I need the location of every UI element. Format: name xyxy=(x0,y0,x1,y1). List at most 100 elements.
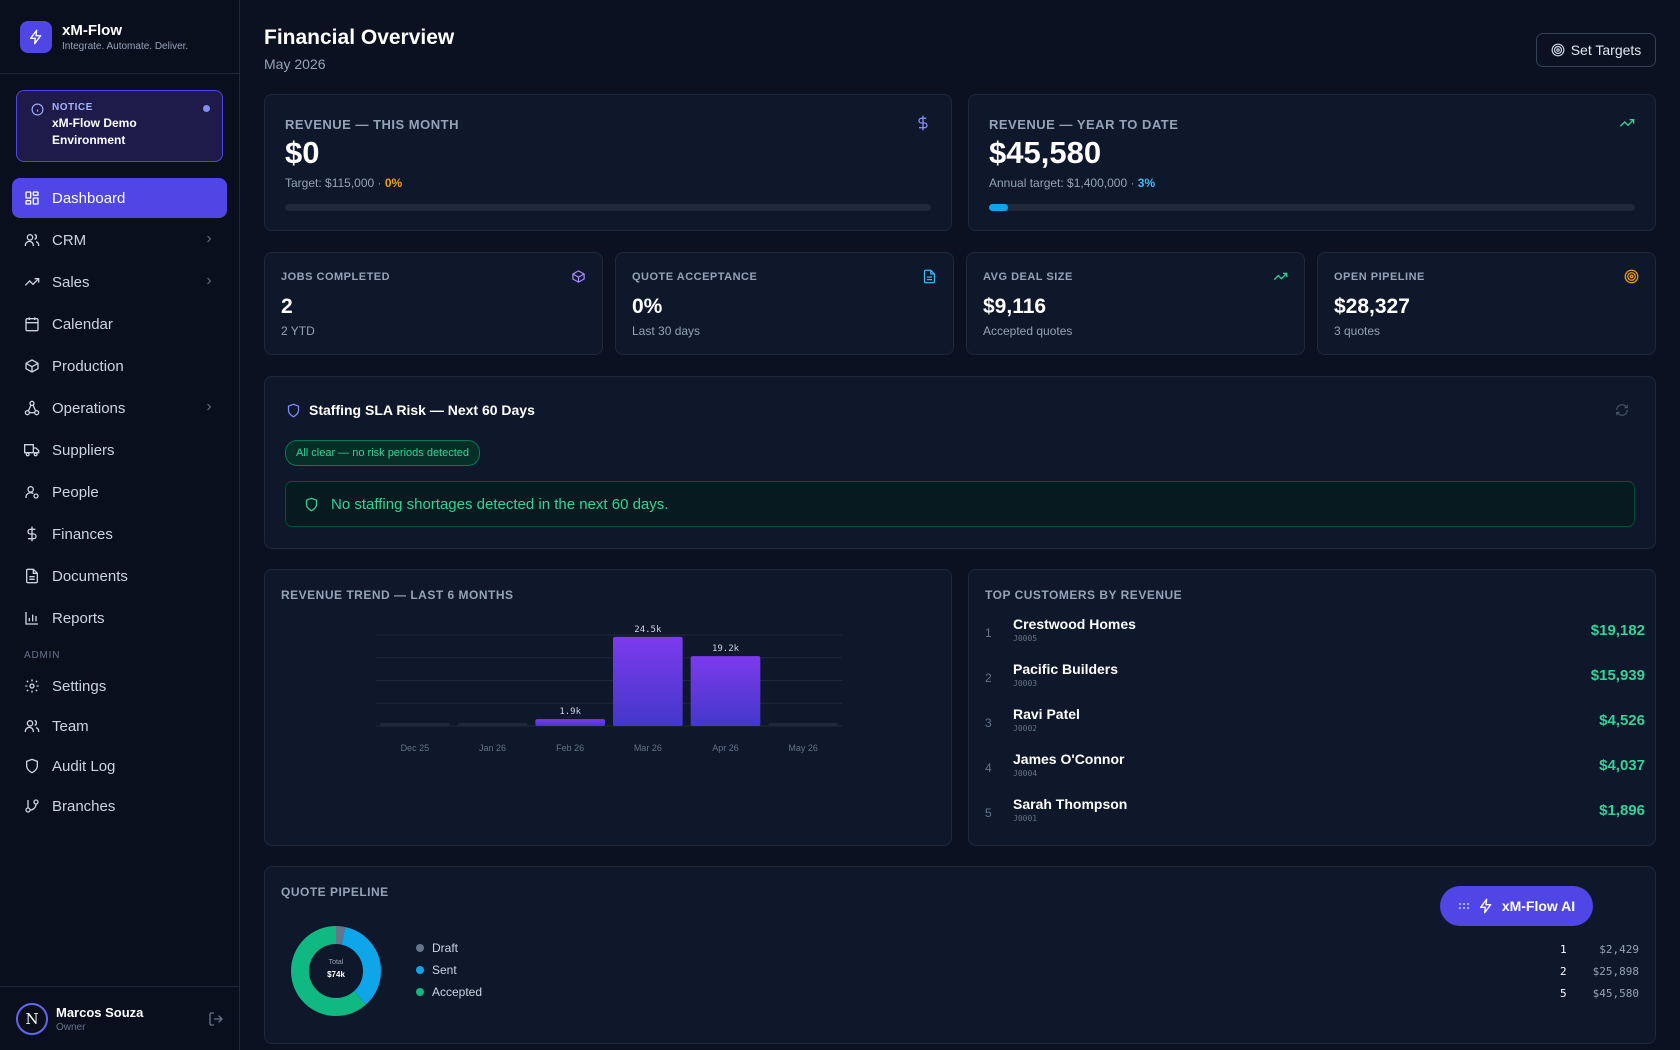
progress-fill xyxy=(989,204,1009,211)
card-title: TOP CUSTOMERS BY REVENUE xyxy=(985,588,1183,602)
customer-name: Pacific Builders xyxy=(1013,661,1119,677)
donut-total-value: $74k xyxy=(327,970,345,979)
nav-item-suppliers[interactable]: Suppliers xyxy=(12,430,227,470)
sla-message-text: No staffing shortages detected in the ne… xyxy=(331,495,669,513)
trending-up-icon xyxy=(24,274,40,290)
list-item[interactable]: 3 Ravi Patel J0002 $4,526 xyxy=(985,706,1645,748)
users-icon xyxy=(24,718,40,734)
kpi-value: $28,327 xyxy=(1334,295,1410,318)
x-tick-label: Jan 26 xyxy=(479,743,506,753)
customer-revenue: $1,896 xyxy=(1599,802,1645,819)
kpi-sub: 2 YTD xyxy=(281,324,315,338)
donut-slice[interactable] xyxy=(291,926,381,1016)
legend-dot xyxy=(416,988,424,996)
pipeline-value: $45,580 xyxy=(1592,987,1639,1000)
ai-assistant-button[interactable]: xM-Flow AI xyxy=(1440,886,1593,926)
trending-up-icon xyxy=(1619,115,1635,131)
nav-item-audit-log[interactable]: Audit Log xyxy=(12,747,227,785)
chart-bar[interactable] xyxy=(613,636,683,726)
nav-item-sales[interactable]: Sales xyxy=(12,262,227,302)
person-icon xyxy=(24,484,40,500)
revenue-ytd-progress xyxy=(989,204,1635,211)
customer-rank: 3 xyxy=(985,716,992,730)
customer-revenue: $19,182 xyxy=(1590,622,1645,639)
list-item[interactable]: 5 Sarah Thompson J0001 $1,896 xyxy=(985,796,1645,838)
dashboard-icon xyxy=(24,190,40,206)
chart-bar[interactable] xyxy=(457,723,528,726)
customer-rank: 5 xyxy=(985,806,992,820)
customer-revenue: $4,526 xyxy=(1599,712,1645,729)
nav-item-finances[interactable]: Finances xyxy=(12,514,227,554)
kpi-avg-deal-size: AVG DEAL SIZE $9,116 Accepted quotes xyxy=(966,252,1305,355)
chart-bar[interactable] xyxy=(690,656,761,726)
legend-item: Accepted xyxy=(416,985,482,999)
kpi-open-pipeline: OPEN PIPELINE $28,327 3 quotes xyxy=(1317,252,1656,355)
kpi-value: 0% xyxy=(632,295,663,318)
box-icon xyxy=(571,269,586,284)
nav-item-crm[interactable]: CRM xyxy=(12,220,227,260)
customer-name: James O'Connor xyxy=(1013,751,1125,767)
list-item[interactable]: 2 Pacific Builders J0003 $15,939 xyxy=(985,661,1645,703)
x-tick-label: Feb 26 xyxy=(556,743,584,753)
page-subtitle: May 2026 xyxy=(264,56,326,72)
nav-item-production[interactable]: Production xyxy=(12,346,227,386)
customer-rank: 1 xyxy=(985,626,992,640)
card-label: REVENUE — THIS MONTH xyxy=(285,117,459,132)
target-percent: 3% xyxy=(1137,176,1156,190)
pipeline-count: 5 xyxy=(1560,987,1567,1000)
legend-label: Accepted xyxy=(432,985,483,999)
user-profile[interactable]: N Marcos Souza Owner xyxy=(0,986,240,1050)
brand[interactable]: xM-Flow Integrate. Automate. Deliver. xyxy=(0,0,239,74)
chart-bar[interactable] xyxy=(535,719,605,726)
revenue-month-progress xyxy=(285,204,931,211)
nav-label: Branches xyxy=(52,797,116,815)
lightning-logo-icon xyxy=(20,20,52,53)
sidebar: xM-Flow Integrate. Automate. Deliver. N O… xyxy=(0,0,240,1050)
dollar-icon xyxy=(24,526,40,542)
x-tick-label: Mar 26 xyxy=(634,743,662,753)
bar-value-label: 24.5k xyxy=(634,625,662,635)
notice-dot xyxy=(203,105,210,112)
nav-item-documents[interactable]: Documents xyxy=(12,556,227,596)
kpi-value: 2 xyxy=(281,295,293,318)
page-title: Financial Overview xyxy=(264,26,455,49)
chevron-right-icon xyxy=(203,233,215,245)
donut-slice[interactable] xyxy=(291,926,381,1016)
chart-bar[interactable] xyxy=(380,723,450,726)
logout-icon[interactable] xyxy=(208,1011,224,1027)
nav-item-branches[interactable]: Branches xyxy=(12,787,227,825)
nav-item-people[interactable]: People xyxy=(12,472,227,512)
nav-label: Finances xyxy=(52,525,113,543)
shield-icon xyxy=(286,403,301,418)
nav-item-reports[interactable]: Reports xyxy=(12,598,227,638)
legend-dot xyxy=(416,966,424,974)
shield-check-icon xyxy=(304,497,319,512)
list-item[interactable]: 4 James O'Connor J0004 $4,037 xyxy=(985,751,1645,793)
nav-item-calendar[interactable]: Calendar xyxy=(12,304,227,344)
chart-bar[interactable] xyxy=(768,723,838,726)
drag-handle-icon[interactable] xyxy=(1458,902,1470,910)
target-icon xyxy=(1551,43,1565,57)
refresh-icon[interactable] xyxy=(1615,403,1629,417)
customer-name: Crestwood Homes xyxy=(1013,616,1136,632)
nav-item-dashboard[interactable]: Dashboard xyxy=(12,178,227,218)
kpi-quote-acceptance: QUOTE ACCEPTANCE 0% Last 30 days xyxy=(615,252,954,355)
list-item[interactable]: 1 Crestwood Homes J0005 $19,182 xyxy=(985,616,1645,658)
kpi-label: OPEN PIPELINE xyxy=(1334,271,1425,283)
customer-revenue: $4,037 xyxy=(1599,757,1645,774)
sla-message: No staffing shortages detected in the ne… xyxy=(285,481,1635,527)
bar-chart-icon xyxy=(24,610,40,626)
nav-item-team[interactable]: Team xyxy=(12,707,227,745)
kpi-label: JOBS COMPLETED xyxy=(281,271,391,283)
nav-item-settings[interactable]: Settings xyxy=(12,667,227,705)
avatar: N xyxy=(16,1002,48,1035)
set-targets-button[interactable]: Set Targets xyxy=(1536,33,1656,67)
revenue-month-target: Target: $115,000 · 0% xyxy=(285,176,402,190)
info-icon xyxy=(31,103,44,161)
nav-label: CRM xyxy=(52,231,87,249)
nav-item-operations[interactable]: Operations xyxy=(12,388,227,428)
legend-label: Draft xyxy=(432,941,459,955)
customer-id: J0003 xyxy=(1013,679,1038,688)
pipeline-count: 1 xyxy=(1560,943,1567,956)
kpi-sub: 3 quotes xyxy=(1334,324,1381,338)
